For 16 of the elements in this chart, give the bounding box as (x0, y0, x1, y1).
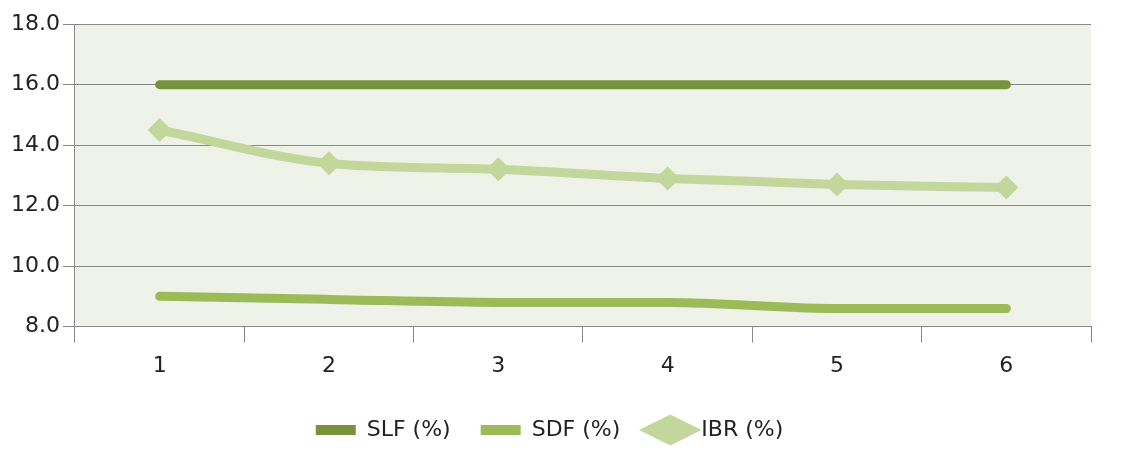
x-tick-label: 4 (660, 351, 675, 377)
y-tick-label: 12.0 (11, 191, 60, 217)
legend-label: SDF (%) (531, 415, 621, 441)
x-tick-label: 3 (491, 351, 506, 377)
point (147, 118, 172, 143)
legend-label: SLF (%) (366, 415, 451, 441)
x-tick-label: 6 (999, 351, 1014, 377)
y-tick-label: 18.0 (11, 9, 60, 35)
y-tick-label: 10.0 (11, 251, 60, 277)
x-tick-label: 5 (830, 351, 844, 377)
x-tick-label: 2 (321, 351, 336, 377)
y-tick-label: 14.0 (11, 130, 60, 156)
x-tick-label: 1 (152, 351, 167, 377)
legend-label: IBR (%) (701, 415, 784, 441)
y-tick-label: 16.0 (11, 70, 60, 96)
y-tick-label: 8.0 (24, 312, 60, 338)
